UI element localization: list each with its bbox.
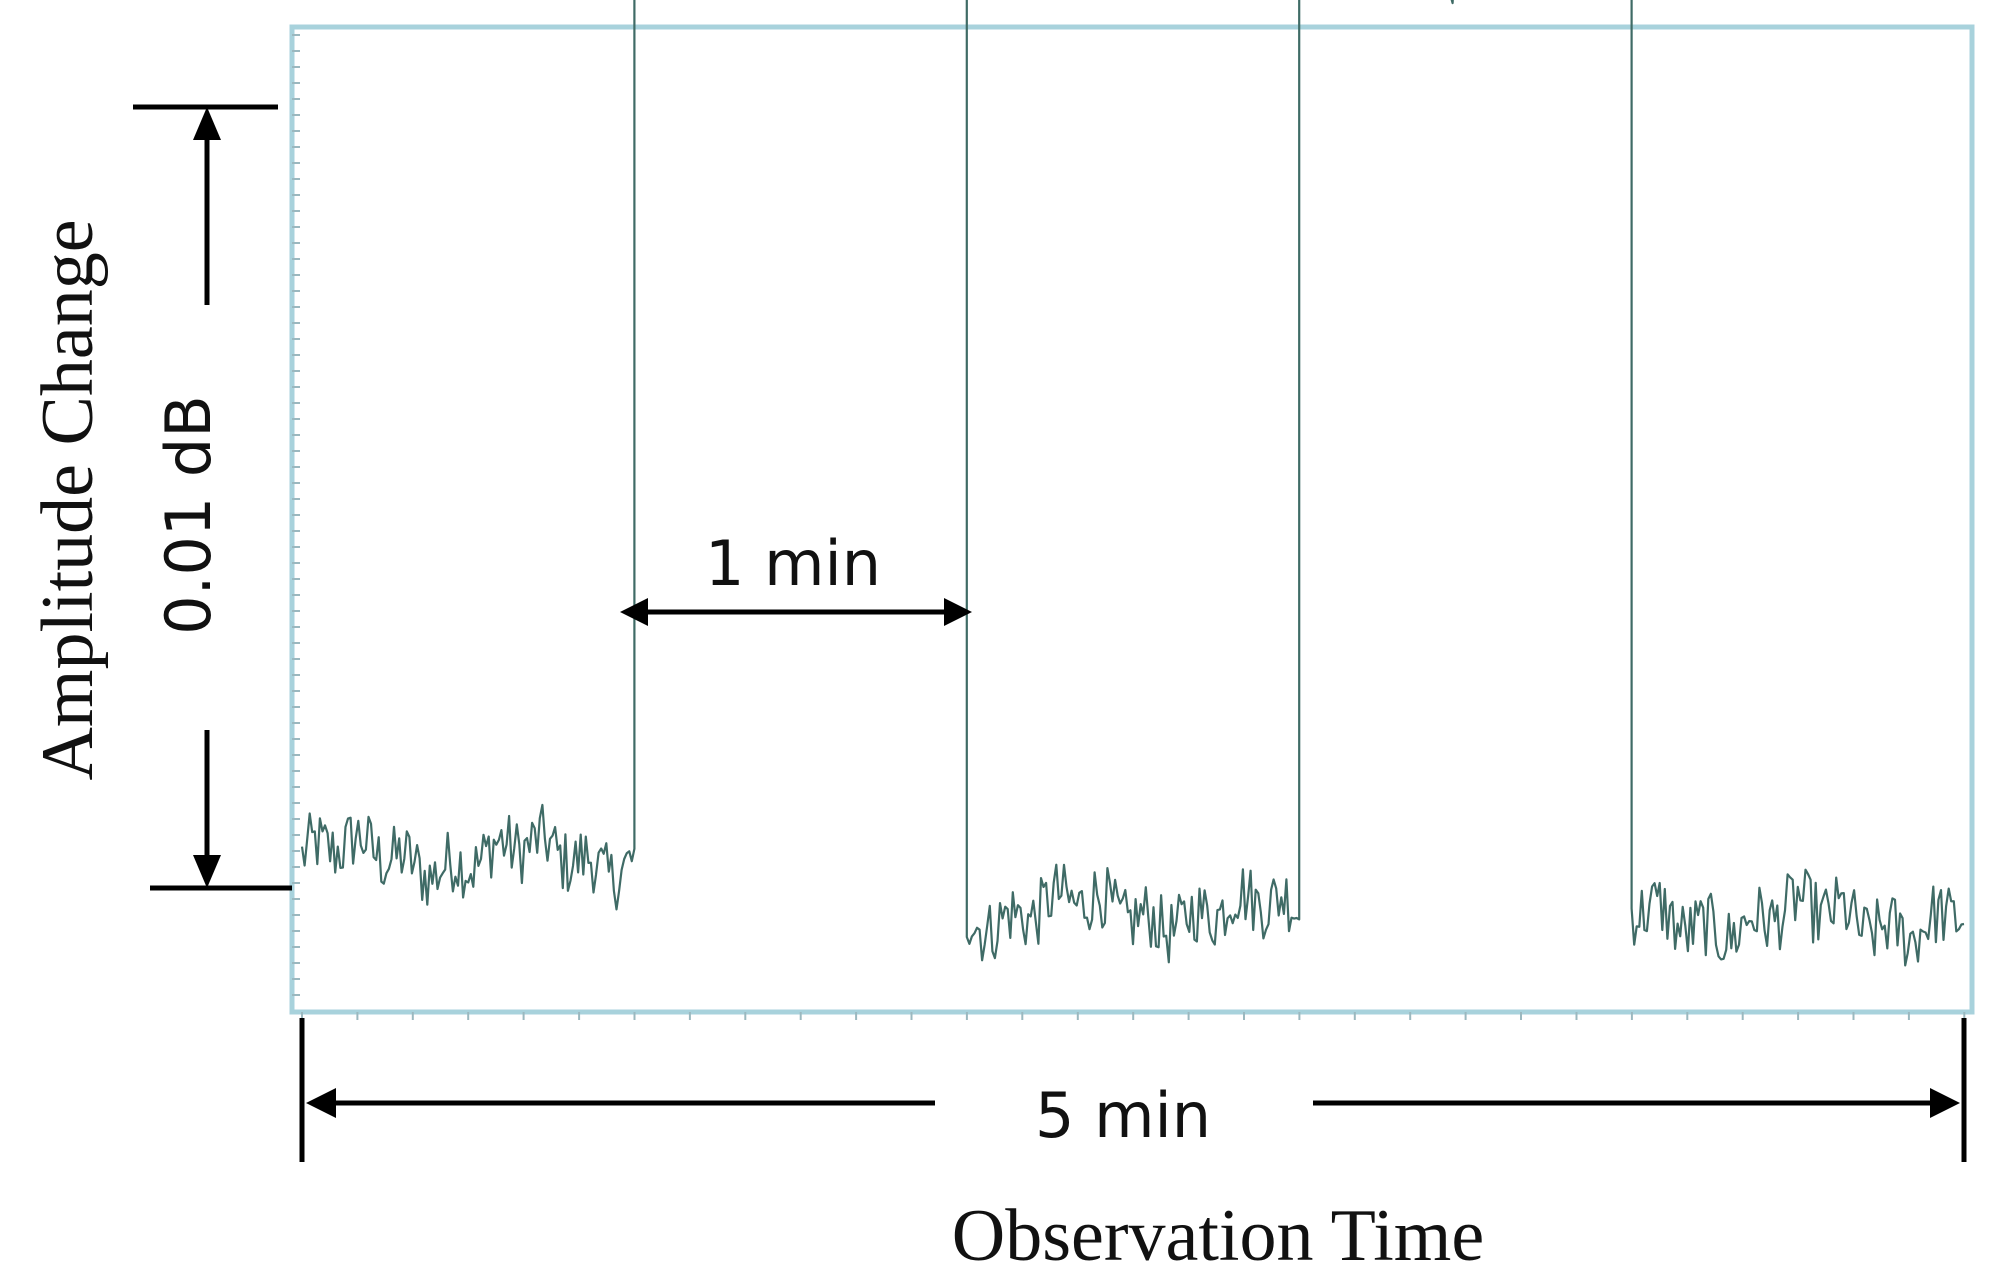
vertical-span-down-arrow (193, 855, 221, 888)
segment-span-left-arrow (620, 598, 648, 626)
total-span-label: 5 min (1035, 1079, 1211, 1152)
plot-frame (289, 24, 1975, 1015)
y-axis-title: Amplitude Change (27, 219, 109, 780)
vertical-span-label: 0.01 dB (152, 395, 225, 635)
vertical-span-up-arrow (193, 107, 221, 140)
tick-marks (292, 34, 1966, 1020)
vertical-span-annotation: 0.01 dB (133, 104, 292, 891)
total-span-left-arrow (306, 1088, 336, 1118)
segment-span-label: 1 min (705, 527, 881, 600)
x-axis-title: Observation Time (952, 1195, 1484, 1277)
segment-span-right-arrow (944, 598, 972, 626)
signal-trace (300, 0, 1965, 967)
segment-span-annotation: 1 min (620, 527, 972, 626)
total-span-annotation: 5 min (299, 1018, 1967, 1162)
total-span-right-arrow (1930, 1088, 1960, 1118)
